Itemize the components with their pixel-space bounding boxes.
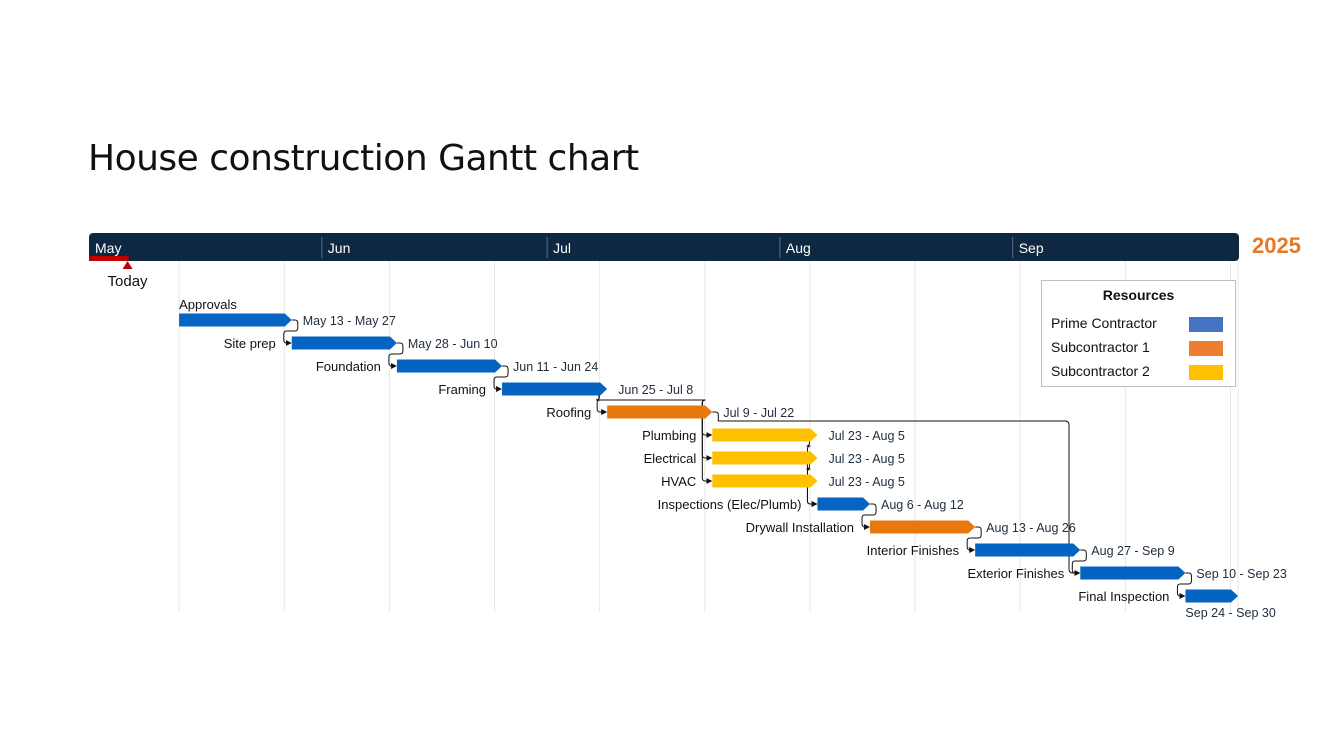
- task-name-label: Approvals: [179, 297, 237, 312]
- task-name-label: Drywall Installation: [746, 520, 854, 535]
- task-bar: [1185, 589, 1238, 603]
- task-date-label: Aug 27 - Sep 9: [1091, 544, 1174, 558]
- task-name-label: Foundation: [316, 359, 381, 374]
- task-date-label: Jul 23 - Aug 5: [828, 452, 904, 466]
- task-date-label: Jun 11 - Jun 24: [513, 360, 598, 374]
- task-name-label: Exterior Finishes: [967, 566, 1064, 581]
- dependency-arrow: [283, 319, 299, 346]
- task-date-label: Sep 10 - Sep 23: [1196, 567, 1286, 581]
- month-label: Sep: [1019, 240, 1044, 256]
- task-bar: [817, 497, 871, 511]
- task-bar: [502, 382, 608, 396]
- timeline-header: May Jun Jul Aug Sep: [89, 233, 1239, 261]
- today-marker-group: Today: [89, 256, 148, 290]
- task-date-label: Sep 24 - Sep 30: [1185, 606, 1275, 620]
- task-date-label: Aug 6 - Aug 12: [881, 498, 964, 512]
- task-bar: [291, 336, 397, 350]
- chart-title: House construction Gantt chart: [88, 138, 639, 179]
- task-date-label: May 13 - May 27: [303, 314, 396, 328]
- resource-legend: Resources Prime Contractor Subcontractor…: [1041, 280, 1236, 387]
- task-name-label: Roofing: [546, 405, 591, 420]
- task-bars: [179, 313, 1238, 603]
- today-label: Today: [108, 273, 149, 290]
- legend-item-prime-contractor: Prime Contractor: [1051, 314, 1226, 334]
- task-name-label: Electrical: [644, 451, 697, 466]
- month-label: Jul: [553, 240, 571, 256]
- dependency-arrow: [861, 503, 877, 530]
- dependency-arrow: [1071, 549, 1087, 576]
- legend-item-subcontractor-1: Subcontractor 1: [1051, 338, 1226, 358]
- task-bar: [712, 428, 818, 442]
- dependency-arrow: [712, 411, 1081, 576]
- today-marker-triangle: [122, 261, 133, 269]
- task-bar: [712, 474, 818, 488]
- dependency-arrow: [806, 464, 818, 507]
- dependency-arrow: [596, 395, 713, 484]
- legend-label: Prime Contractor: [1051, 315, 1157, 331]
- task-bar: [1080, 566, 1186, 580]
- year-label: 2025: [1252, 233, 1301, 258]
- dependency-arrow: [493, 365, 509, 392]
- task-name-label: Site prep: [224, 336, 276, 351]
- dependency-arrow: [388, 342, 404, 369]
- task-name-label: Final Inspection: [1078, 589, 1169, 604]
- dependency-arrow: [596, 395, 608, 415]
- task-bar: [712, 451, 818, 465]
- task-date-label: Jul 23 - Aug 5: [828, 475, 904, 489]
- month-label: May: [95, 240, 121, 256]
- task-name-label: Plumbing: [642, 428, 696, 443]
- dependency-arrow: [596, 395, 713, 461]
- task-bar: [870, 520, 976, 534]
- month-label: Jun: [328, 240, 351, 256]
- dependency-arrow: [1176, 572, 1192, 599]
- legend-label: Subcontractor 2: [1051, 363, 1150, 379]
- legend-title: Resources: [1102, 287, 1175, 303]
- timeline-header-band: [89, 233, 1239, 261]
- task-date-label: Jul 9 - Jul 22: [723, 406, 794, 420]
- legend-swatch: [1189, 365, 1223, 380]
- task-date-label: May 28 - Jun 10: [408, 337, 498, 351]
- today-progress-bar: [89, 256, 129, 261]
- task-date-label: Jul 23 - Aug 5: [828, 429, 904, 443]
- task-bar: [179, 313, 292, 327]
- task-date-label: Aug 13 - Aug 26: [986, 521, 1076, 535]
- task-date-label: Jun 25 - Jul 8: [618, 383, 693, 397]
- task-name-label: Interior Finishes: [867, 543, 960, 558]
- task-name-label: Inspections (Elec/Plumb): [658, 497, 802, 512]
- dependency-connectors: [283, 319, 1192, 599]
- legend-swatch: [1189, 341, 1223, 356]
- task-name-label: HVAC: [661, 474, 696, 489]
- legend-swatch: [1189, 317, 1223, 332]
- task-name-label: Framing: [438, 382, 486, 397]
- task-bar: [975, 543, 1081, 557]
- month-label: Aug: [786, 240, 811, 256]
- task-bar: [396, 359, 503, 373]
- task-labels: Approvals May 13 - May 27 Site prep May 28 …: [179, 297, 1287, 620]
- legend-item-subcontractor-2: Subcontractor 2: [1051, 362, 1226, 382]
- task-bar: [607, 405, 713, 419]
- dependency-arrow: [966, 526, 982, 553]
- legend-label: Subcontractor 1: [1051, 339, 1150, 355]
